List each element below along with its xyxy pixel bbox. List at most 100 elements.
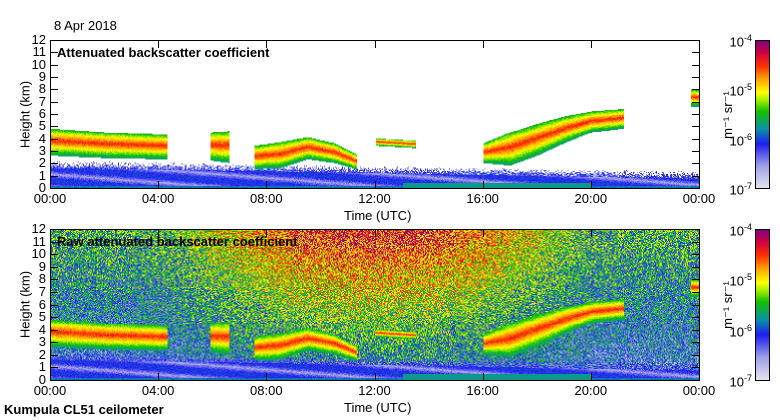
x-tick-label: 04:00	[141, 383, 175, 398]
y-tick	[692, 151, 700, 152]
y-tick	[50, 126, 58, 128]
colorbar-tick-base: 10	[729, 374, 744, 390]
x-tick	[50, 181, 51, 189]
colorbar-tick-base: 10	[729, 132, 744, 148]
instrument-label: Kumpula CL51 ceilometer	[4, 402, 164, 417]
y-tick	[692, 52, 700, 54]
y-tick-label: 3	[38, 334, 46, 350]
x-tick-label: 00:00	[682, 191, 716, 206]
y-tick	[692, 175, 700, 177]
x-tick	[699, 229, 700, 237]
x-tick	[158, 40, 160, 48]
x-tick	[482, 40, 484, 48]
y-tick-label: 9	[38, 69, 46, 84]
y-tick	[692, 367, 700, 369]
y-tick	[50, 163, 58, 165]
y-tick-label: 10	[31, 246, 46, 262]
x-tick	[699, 40, 700, 48]
y-tick	[50, 229, 58, 230]
y-tick	[692, 354, 700, 356]
colorbar-tick-base: 10	[729, 83, 744, 99]
x-tick-label: 12:00	[358, 191, 391, 206]
y-tick-label: 6	[38, 106, 46, 121]
colorbar-unit-label: m⁻¹ sr⁻¹	[720, 90, 735, 139]
colorbar-tick-base: 10	[729, 323, 744, 339]
colorbar-tick-base: 10	[729, 273, 744, 289]
y-tick-label: 0	[38, 180, 46, 195]
x-tick-label: 20:00	[574, 191, 608, 206]
y-tick	[692, 229, 700, 230]
panel-attenuated-backscatter: Attenuated backscatter coefficient	[50, 40, 700, 189]
panel-title: Attenuated backscatter coefficient	[57, 45, 270, 60]
y-tick	[50, 188, 58, 189]
y-tick-label: 2	[38, 155, 46, 171]
x-tick	[699, 373, 700, 381]
x-tick	[374, 373, 376, 381]
y-tick	[50, 367, 58, 369]
x-axis-title: Time (UTC)	[344, 208, 412, 223]
y-tick	[50, 114, 58, 115]
y-tick-label: 8	[38, 81, 46, 97]
y-tick	[692, 138, 700, 140]
y-tick	[692, 101, 700, 103]
x-tick	[266, 181, 268, 189]
y-tick	[692, 89, 700, 91]
y-tick-label: 12	[31, 221, 46, 236]
backscatter-heatmap	[51, 41, 699, 188]
x-tick	[50, 40, 51, 48]
x-tick-label: 08:00	[250, 383, 283, 398]
x-tick-label: 12:00	[358, 383, 391, 398]
x-tick	[482, 229, 484, 237]
y-tick-label: 1	[38, 167, 46, 183]
x-tick	[699, 181, 700, 189]
y-tick	[50, 354, 58, 356]
x-tick	[482, 181, 484, 189]
x-tick	[266, 373, 268, 381]
colorbar-tick-exponent: -5	[743, 272, 752, 283]
y-axis-title: Height (km)	[17, 80, 33, 148]
y-tick	[50, 304, 58, 306]
x-tick	[50, 229, 51, 237]
y-tick	[50, 254, 58, 256]
colorbar-tick-label: 10-6	[718, 323, 752, 339]
y-tick	[692, 304, 700, 306]
colorbar-tick-base: 10	[729, 182, 744, 198]
y-tick	[50, 175, 58, 177]
y-tick	[50, 89, 58, 91]
y-tick	[50, 77, 58, 78]
x-tick	[590, 373, 592, 381]
y-tick-label: 7	[38, 283, 46, 299]
x-tick	[50, 373, 51, 381]
colorbar-tick-label: 10-7	[718, 373, 752, 389]
y-tick	[692, 317, 700, 319]
colorbar-tick-exponent: -4	[743, 222, 752, 232]
y-tick-label: 5	[38, 309, 46, 325]
raw-backscatter-heatmap	[51, 230, 699, 380]
x-tick	[266, 229, 268, 237]
y-tick	[692, 188, 700, 189]
y-tick	[692, 241, 700, 243]
y-tick	[50, 101, 58, 103]
y-tick	[50, 64, 58, 66]
colorbar-unit-label: m⁻¹ sr⁻¹	[720, 281, 735, 329]
y-tick-label: 10	[31, 56, 46, 72]
x-tick-label: 20:00	[574, 383, 608, 398]
y-tick	[50, 40, 58, 41]
x-tick-label: 04:00	[141, 191, 175, 206]
x-tick	[158, 373, 160, 381]
y-tick	[50, 52, 58, 54]
y-tick	[692, 40, 700, 41]
y-tick	[692, 254, 700, 256]
y-tick	[692, 163, 700, 165]
y-tick	[692, 342, 700, 344]
y-tick	[50, 291, 58, 293]
x-tick	[482, 373, 484, 381]
y-tick	[692, 77, 700, 78]
y-tick-label: 9	[38, 258, 46, 274]
x-tick	[158, 229, 160, 237]
x-tick	[590, 181, 592, 189]
colorbar-tick-exponent: -6	[743, 322, 752, 333]
colorbar-tick-exponent: -6	[743, 131, 752, 142]
colorbar	[755, 229, 770, 381]
